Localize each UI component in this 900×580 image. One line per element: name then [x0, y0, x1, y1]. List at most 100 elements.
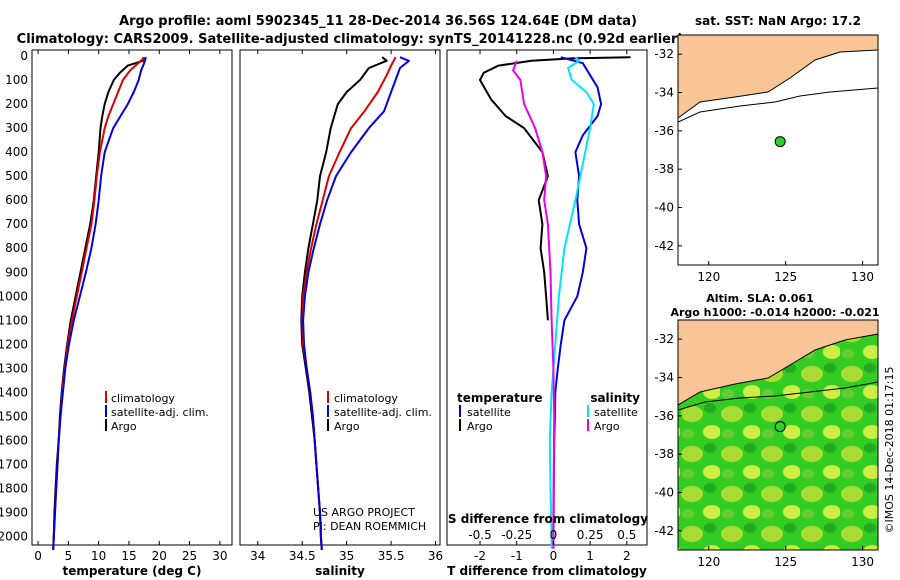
depth-tick-label: 600	[5, 193, 28, 207]
temperature-legend-satellite: satellite-adj. clim.	[111, 406, 209, 419]
temperature-xlabel: temperature (deg C)	[63, 564, 202, 578]
temperature-legend-argo: Argo	[111, 420, 137, 433]
depth-tick-label: 1700	[0, 457, 28, 471]
map-y-tick-label: -42	[654, 524, 674, 538]
x-tick-label: -2	[474, 549, 486, 563]
depth-tick-label: 1400	[0, 385, 28, 399]
sla-float-marker	[774, 421, 786, 433]
depth-tick-label: 100	[5, 73, 28, 87]
imos-watermark: ©IMOS 14-Dec-2018 01:17:15	[883, 367, 896, 534]
depth-tick-label: 700	[5, 217, 28, 231]
x-tick-label: -1	[511, 549, 523, 563]
map-x-tick-label: 125	[774, 270, 797, 284]
depth-tick-label: 200	[5, 97, 28, 111]
x-tick-label: 25	[182, 549, 197, 563]
sst-isobath	[678, 87, 878, 123]
s-difference-title: S difference from climatology	[448, 512, 648, 526]
difference-temperature-argo-line	[479, 56, 631, 321]
map-x-tick-label: 120	[697, 270, 720, 284]
map-y-tick-label: -32	[654, 332, 674, 346]
sst-float-marker	[774, 136, 786, 148]
depth-tick-label: 900	[5, 265, 28, 279]
depth-tick-label: 1800	[0, 482, 28, 496]
difference-salinity-satellite-line	[548, 56, 595, 549]
map-x-tick-label: 120	[697, 555, 720, 569]
salinity-panel: 34 34.5 35 35.5 36 salinity climatology sate…	[239, 49, 443, 578]
map-x-tick-label: 125	[774, 555, 797, 569]
sst-coastline	[678, 49, 878, 119]
temperature-legend: climatology satellite-adj. clim. Argo	[105, 391, 209, 433]
x-tick-label: 36	[428, 549, 443, 563]
x-tick-label: 1	[586, 549, 594, 563]
map-y-tick-label: -34	[654, 86, 674, 100]
s-tick-label: -0.5	[468, 528, 491, 542]
sla-land	[678, 320, 878, 405]
depth-tick-label: 500	[5, 169, 28, 183]
map-y-tick-label: -42	[654, 239, 674, 253]
x-tick-label: 0	[550, 549, 558, 563]
depth-tick-label: 2000	[0, 530, 28, 544]
salinity-legend: climatology satellite-adj. clim. Argo	[327, 391, 432, 433]
difference-legend-temperature: temperature satellite Argo	[457, 391, 542, 433]
legend-temperature-satellite: satellite	[467, 406, 511, 419]
salinity-legend-climatology: climatology	[334, 392, 398, 405]
x-tick-label: 10	[91, 549, 106, 563]
difference-panel: -2 -1 0 1 2 T difference from climatology S …	[446, 49, 648, 578]
salinity-satellite-adj-clim--line	[302, 56, 410, 550]
sla-map-title: Altim. SLA: 0.061	[706, 292, 813, 305]
depth-tick-label: 1000	[0, 289, 28, 303]
x-tick-label: 0	[34, 549, 42, 563]
figure-title-line1: Argo profile: aoml 5902345_11 28-Dec-201…	[119, 14, 637, 29]
x-tick-label: 34.5	[289, 549, 316, 563]
x-tick-label: 15	[121, 549, 136, 563]
sla-map-subtitle: Argo h1000: -0.014 h2000: -0.021	[670, 306, 879, 319]
map-y-tick-label: -40	[654, 201, 674, 215]
depth-tick-label: 800	[5, 241, 28, 255]
map-y-tick-label: -40	[654, 486, 674, 500]
map-x-tick-label: 130	[851, 270, 874, 284]
legend-salinity-argo: Argo	[594, 420, 620, 433]
salinity-legend-argo: Argo	[334, 420, 360, 433]
depth-tick-label: 300	[5, 121, 28, 135]
sst-map: sat. SST: NaN Argo: 17.2 120 125 130 -32 -34…	[654, 14, 879, 284]
map-y-tick-label: -36	[654, 409, 674, 423]
temperature-legend-climatology: climatology	[111, 392, 175, 405]
difference-legend-salinity: salinity satellite Argo	[587, 391, 640, 433]
temperature-panel: 0 5 10 15 20 25 30 temperature (deg C) climato…	[31, 49, 233, 578]
salinity-xlabel: salinity	[315, 564, 365, 578]
depth-tick-label: 1500	[0, 409, 28, 423]
s-tick-label: 0.25	[577, 528, 604, 542]
depth-tick-label: 1100	[0, 313, 28, 327]
sla-map: Altim. SLA: 0.061 Argo h1000: -0.014 h20…	[654, 292, 896, 569]
s-tick-label: 0	[550, 528, 558, 542]
x-tick-label: 34	[250, 549, 265, 563]
legend-temperature-argo: Argo	[467, 420, 493, 433]
credit-pi: PI: DEAN ROEMMICH	[313, 520, 426, 533]
depth-tick-label: 400	[5, 145, 28, 159]
legend-salinity-satellite: satellite	[594, 406, 638, 419]
depth-tick-label: 1200	[0, 337, 28, 351]
legend-salinity-title: salinity	[590, 391, 640, 405]
x-tick-label: 35.5	[378, 549, 405, 563]
depth-tick-label: 1600	[0, 433, 28, 447]
sst-map-title: sat. SST: NaN Argo: 17.2	[695, 14, 861, 28]
x-tick-label: 30	[212, 549, 227, 563]
credit-project: US ARGO PROJECT	[313, 506, 415, 519]
difference-xlabel: T difference from climatology	[447, 564, 647, 578]
difference-temperature-satellite-line	[552, 56, 603, 549]
depth-tick-label: 1300	[0, 361, 28, 375]
map-y-tick-label: -34	[654, 371, 674, 385]
s-tick-label: -0.25	[501, 528, 532, 542]
s-tick-label: 0.5	[617, 528, 636, 542]
x-tick-label: 35	[339, 549, 354, 563]
sla-isobath	[678, 381, 878, 411]
legend-temperature-title: temperature	[457, 391, 542, 405]
map-y-tick-label: -38	[654, 162, 674, 176]
difference-salinity-argo-line	[512, 60, 556, 549]
temperature-satellite-adj-clim--line	[52, 56, 147, 550]
map-y-tick-label: -36	[654, 124, 674, 138]
figure-title-line2: Climatology: CARS2009. Satellite-adjuste…	[17, 32, 684, 47]
map-y-tick-label: -32	[654, 47, 674, 61]
x-tick-label: 20	[152, 549, 167, 563]
